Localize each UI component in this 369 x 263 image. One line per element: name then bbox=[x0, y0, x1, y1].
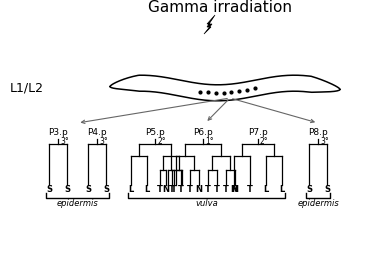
Text: L1/L2: L1/L2 bbox=[10, 82, 44, 94]
Text: P3.p: P3.p bbox=[48, 128, 68, 137]
Text: P4.p: P4.p bbox=[87, 128, 107, 137]
Text: S: S bbox=[324, 185, 330, 194]
Text: P6.p: P6.p bbox=[193, 128, 213, 137]
Text: epidermis: epidermis bbox=[297, 199, 339, 208]
Text: T: T bbox=[223, 185, 228, 194]
Text: N: N bbox=[231, 185, 238, 194]
Text: 3°: 3° bbox=[99, 137, 108, 146]
Text: P7.p: P7.p bbox=[248, 128, 268, 137]
Text: epidermis: epidermis bbox=[56, 199, 99, 208]
Text: T: T bbox=[187, 185, 193, 194]
Text: 3°: 3° bbox=[320, 137, 329, 146]
Text: T: T bbox=[169, 185, 175, 194]
Text: L: L bbox=[128, 185, 134, 194]
Text: L: L bbox=[263, 185, 269, 194]
Text: S: S bbox=[64, 185, 70, 194]
Text: S: S bbox=[46, 185, 52, 194]
Text: T: T bbox=[247, 185, 253, 194]
Text: S: S bbox=[103, 185, 109, 194]
Polygon shape bbox=[204, 15, 215, 34]
Text: P5.p: P5.p bbox=[145, 128, 165, 137]
Text: 3°: 3° bbox=[60, 137, 69, 146]
Text: T: T bbox=[157, 185, 163, 194]
Text: T: T bbox=[204, 185, 210, 194]
Text: N: N bbox=[231, 185, 238, 194]
Text: N: N bbox=[162, 185, 169, 194]
Text: T: T bbox=[171, 185, 177, 194]
Text: S: S bbox=[306, 185, 312, 194]
Text: P8.p: P8.p bbox=[308, 128, 328, 137]
Text: T: T bbox=[214, 185, 220, 194]
Text: N: N bbox=[195, 185, 202, 194]
Text: 1°: 1° bbox=[205, 137, 214, 146]
Text: 2°: 2° bbox=[157, 137, 166, 146]
Text: 2°: 2° bbox=[260, 137, 269, 146]
Text: vulva: vulva bbox=[195, 199, 218, 208]
Text: L: L bbox=[144, 185, 149, 194]
Text: Gamma irradiation: Gamma irradiation bbox=[148, 0, 292, 15]
Text: L: L bbox=[279, 185, 284, 194]
Text: T: T bbox=[177, 185, 183, 194]
Text: S: S bbox=[85, 185, 91, 194]
